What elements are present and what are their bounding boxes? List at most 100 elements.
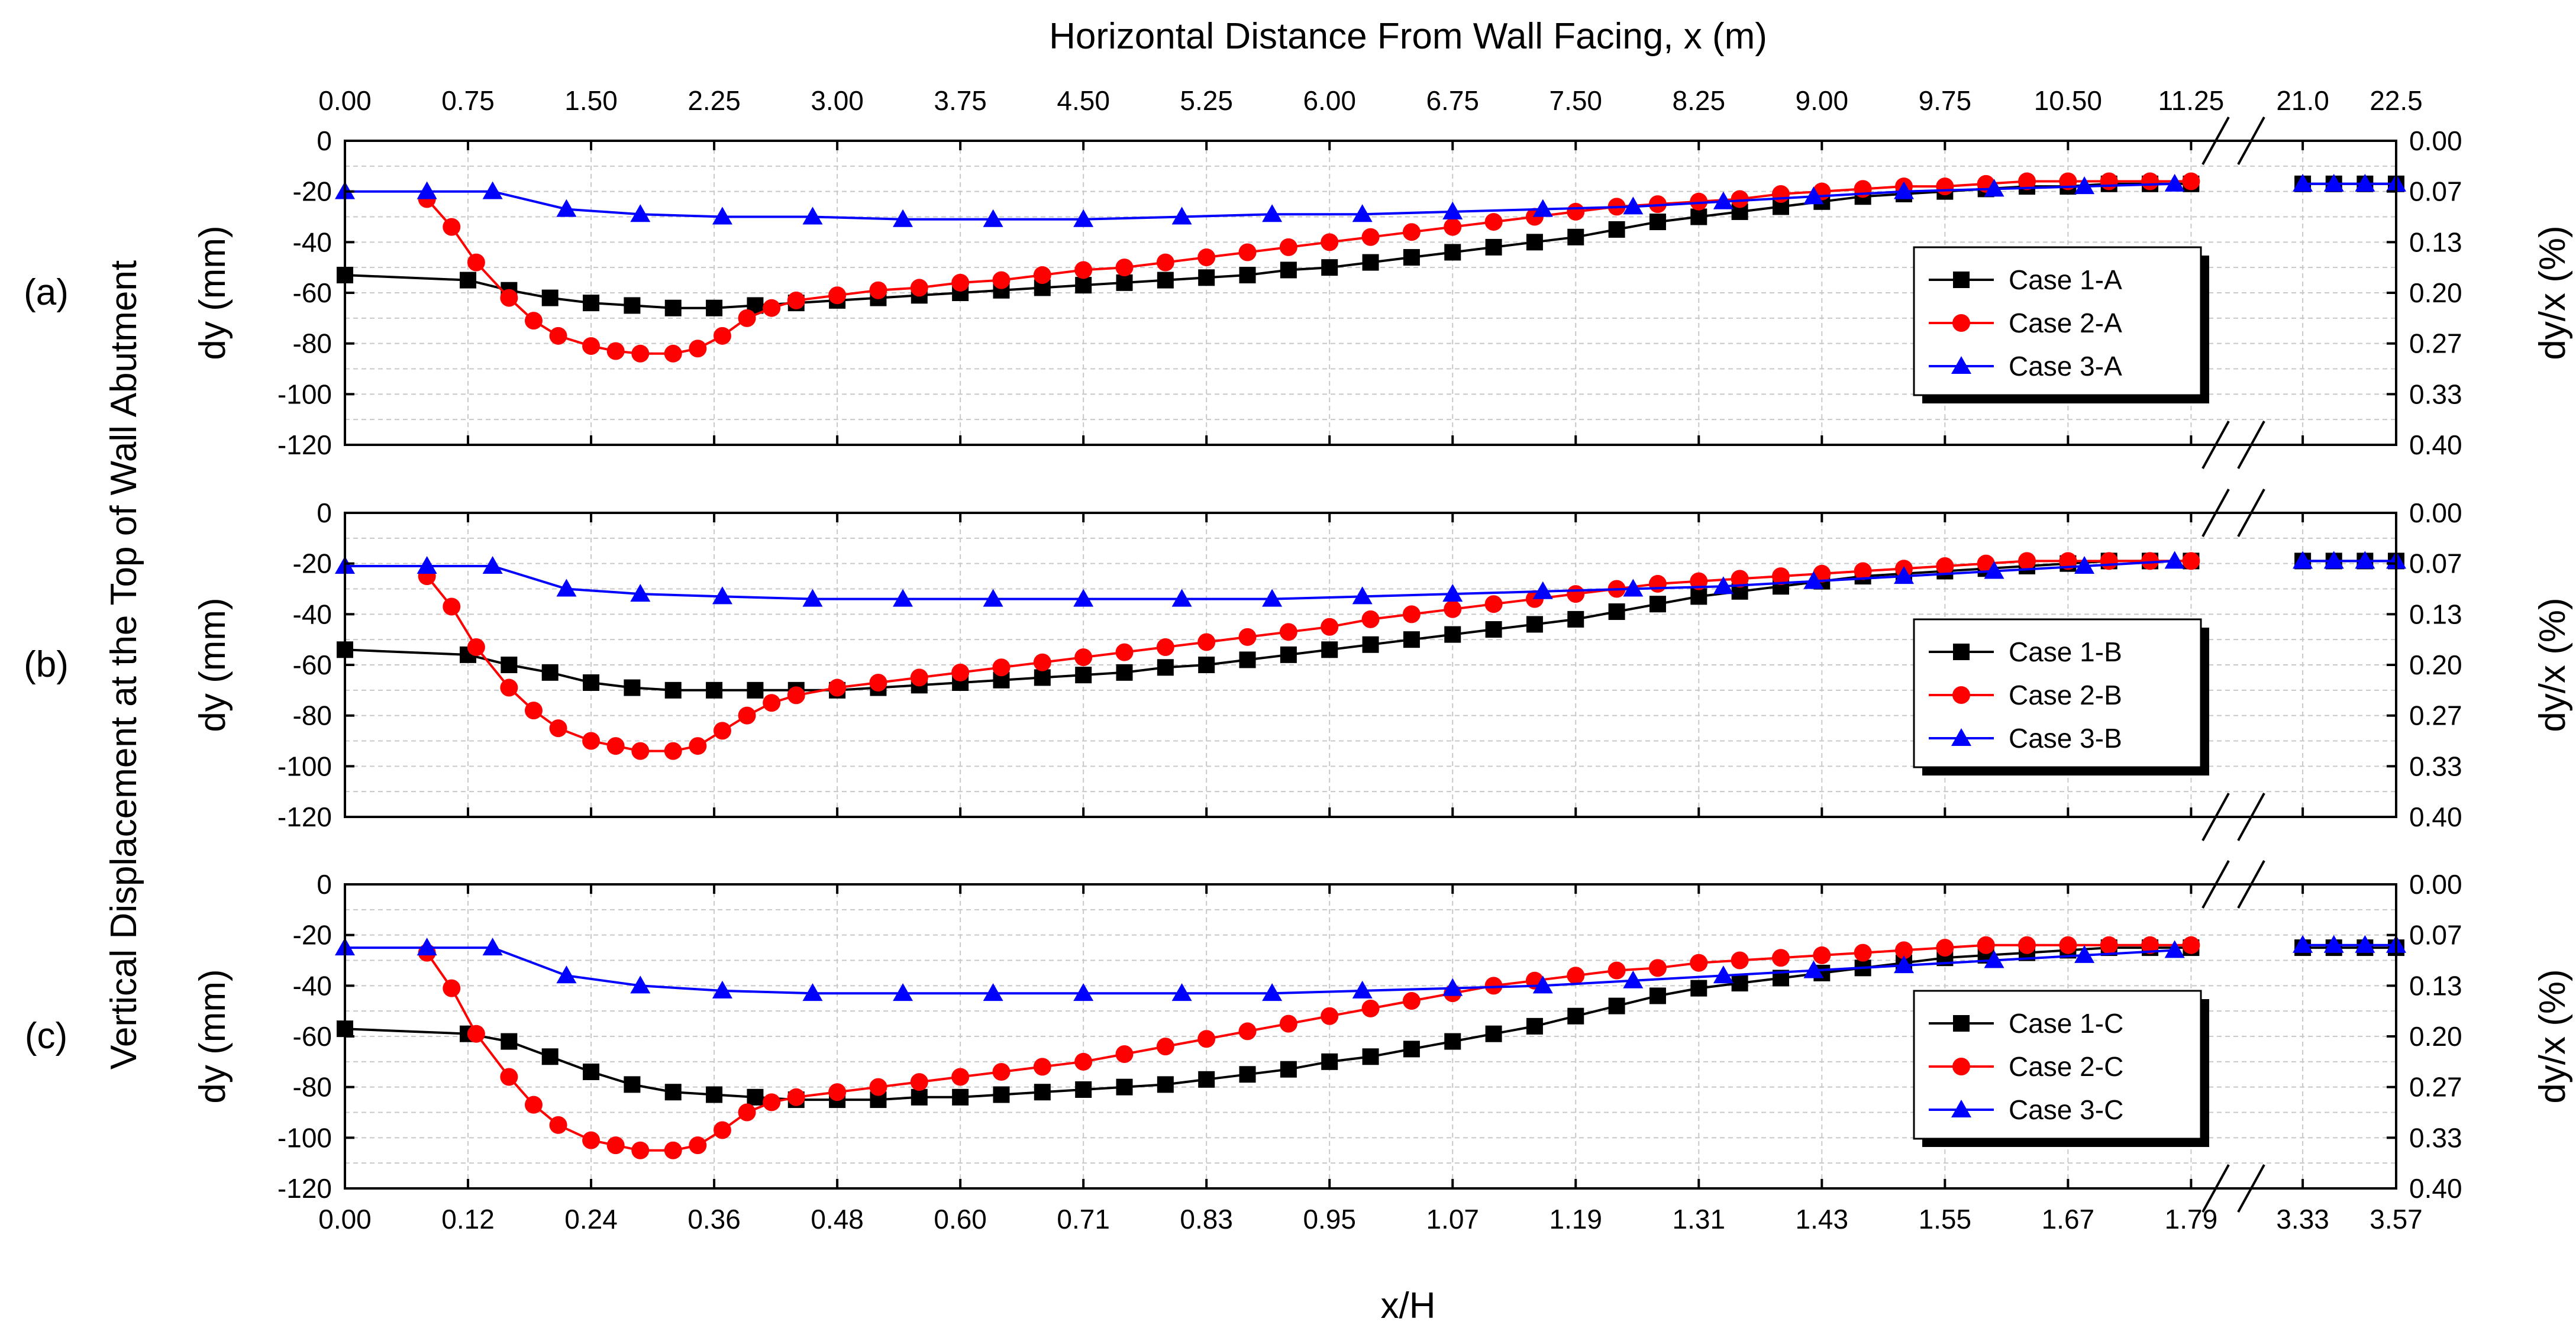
legend-label: Case 3-C: [2009, 1094, 2123, 1125]
data-point: [417, 938, 437, 956]
data-point: [1623, 970, 1644, 988]
data-point: [1713, 191, 1734, 209]
panel-3: 0 0.00 -20 0.07 -40 0.13 -60 0.20 -80 0.27 -100 0.3…: [25, 860, 2573, 1213]
data-point: [1115, 1045, 1134, 1063]
bottom-x-tick-label: 1.19: [1549, 1204, 1602, 1235]
data-point: [738, 309, 756, 327]
data-point: [1894, 566, 1914, 584]
data-point: [1567, 1007, 1584, 1025]
data-point: [1279, 1014, 1297, 1033]
y-tick-label-left: -100: [277, 751, 332, 781]
data-point: [1731, 570, 1749, 588]
legend-marker: [1953, 272, 1970, 288]
data-point: [1321, 618, 1339, 636]
top-x-tick-label: 6.00: [1303, 85, 1356, 116]
y-tick-label-left: -100: [277, 1122, 332, 1153]
data-point: [631, 344, 650, 363]
data-point: [549, 327, 567, 345]
data-point: [2141, 552, 2159, 570]
data-point: [712, 980, 732, 999]
data-point: [1854, 562, 1872, 580]
y-tick-label-right: 0.00: [2409, 869, 2462, 900]
bottom-x-tick-label: 0.24: [564, 1204, 618, 1235]
y-tick-label-left: -80: [293, 328, 332, 359]
y-tick-label-right: 0.40: [2409, 802, 2462, 832]
bottom-x-tick-label: 0.60: [934, 1204, 987, 1235]
data-point: [1731, 951, 1749, 970]
y-axis-title-right: dy/x (%): [2532, 225, 2573, 360]
bottom-x-tick-labels: 0.00 0.12 0.24 0.36 0.48 0.60 0.71 0.83 0.95 1.07…: [318, 1204, 2423, 1235]
legend-marker: [1951, 1100, 1971, 1117]
data-point: [501, 1033, 518, 1050]
data-point: [1895, 941, 1913, 959]
data-point: [541, 664, 559, 681]
data-point: [2323, 935, 2344, 953]
data-point: [787, 686, 805, 705]
data-point: [1526, 234, 1543, 251]
data-point: [1362, 254, 1379, 271]
data-point: [1403, 249, 1420, 266]
data-point: [1156, 253, 1174, 272]
data-point: [1157, 659, 1174, 676]
data-point: [1532, 199, 1553, 217]
data-point: [951, 273, 970, 292]
data-point: [983, 209, 1003, 227]
data-point: [1361, 228, 1380, 246]
data-point: [1402, 605, 1421, 623]
data-point: [1197, 248, 1216, 267]
data-point: [1321, 233, 1339, 251]
data-point: [910, 1073, 928, 1091]
data-point: [500, 678, 518, 697]
legend-label: Case 1-A: [2009, 264, 2122, 295]
top-x-tick-label: 9.75: [1919, 85, 1972, 116]
data-point: [1623, 196, 1644, 215]
data-point: [738, 706, 756, 725]
data-point: [1074, 1052, 1093, 1071]
data-point: [893, 983, 913, 1001]
y-tick-label-left: -40: [293, 970, 332, 1001]
y-tick-label-right: 0.40: [2409, 429, 2462, 460]
data-point: [583, 295, 600, 312]
y-axis-title-left: dy (mm): [192, 225, 233, 360]
data-point: [1936, 177, 1954, 196]
data-point: [992, 271, 1011, 289]
top-x-tick-label: 4.50: [1057, 85, 1110, 116]
bottom-x-tick-label: 1.07: [1426, 1204, 1479, 1235]
data-point: [1352, 204, 1373, 222]
y-tick-label-left: 0: [317, 125, 332, 156]
data-point: [983, 589, 1003, 607]
y-tick-label-right: 0.27: [2409, 1072, 2462, 1103]
bottom-x-tick-label: 1.67: [2042, 1204, 2095, 1235]
data-point: [1361, 610, 1380, 628]
panel-label: (b): [24, 644, 69, 685]
data-point: [2182, 552, 2200, 570]
data-point: [2293, 935, 2313, 953]
data-point: [1731, 975, 1748, 992]
y-tick-label-right: 0.07: [2409, 548, 2462, 579]
data-point: [1623, 579, 1644, 597]
data-point: [1197, 633, 1216, 651]
data-point: [2355, 935, 2375, 953]
y-tick-label-right: 0.33: [2409, 1122, 2462, 1153]
y-tick-label-left: -60: [293, 1021, 332, 1052]
data-point: [747, 681, 764, 699]
series-case-3-a: [335, 173, 2406, 227]
data-point: [1649, 987, 1666, 1004]
data-point: [1442, 978, 1463, 996]
data-point: [1526, 1017, 1543, 1035]
data-point: [1607, 961, 1626, 980]
data-point: [606, 1136, 625, 1155]
y-tick-label-right: 0.33: [2409, 751, 2462, 781]
data-point: [869, 673, 887, 692]
data-point: [1442, 584, 1463, 602]
data-point: [1444, 218, 1462, 236]
data-point: [1171, 589, 1192, 607]
data-point: [1713, 965, 1734, 984]
y-tick-label-right: 0.07: [2409, 920, 2462, 951]
bottom-x-tick-label: 1.31: [1673, 1204, 1726, 1235]
data-point: [1115, 643, 1134, 661]
data-point: [549, 1116, 567, 1134]
data-point: [1608, 603, 1625, 621]
legend-marker: [1953, 1015, 1970, 1032]
